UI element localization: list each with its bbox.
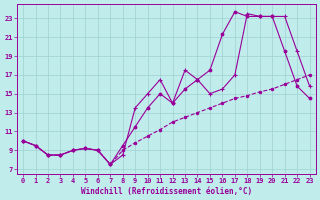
X-axis label: Windchill (Refroidissement éolien,°C): Windchill (Refroidissement éolien,°C) [81,187,252,196]
